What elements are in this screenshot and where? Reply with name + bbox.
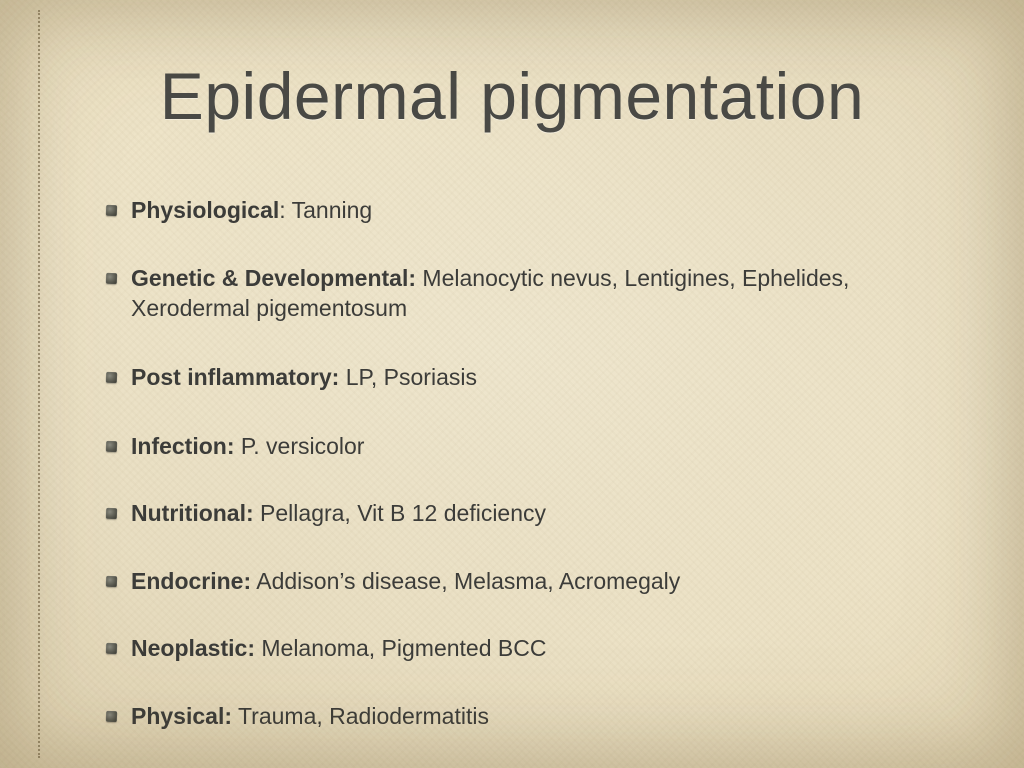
- list-item-text: Endocrine: Addison’s disease, Melasma, A…: [131, 567, 954, 596]
- list-item-text: Infection: P. versicolor: [131, 432, 954, 461]
- slide: Epidermal pigmentation Physiological: Ta…: [0, 0, 1024, 768]
- list-item-body: P. versicolor: [241, 433, 365, 459]
- list-item-body: Addison’s disease, Melasma, Acromegaly: [256, 568, 680, 594]
- list-item: Physical: Trauma, Radiodermatitis: [106, 702, 954, 731]
- bullet-list: Physiological: Tanning Genetic & Develop…: [106, 196, 954, 731]
- list-item: Post inflammatory: LP, Psoriasis: [106, 363, 954, 392]
- bullet-icon: [106, 372, 117, 383]
- list-item-label: Endocrine:: [131, 568, 251, 594]
- list-item: Nutritional: Pellagra, Vit B 12 deficien…: [106, 499, 954, 528]
- list-item-text: Physical: Trauma, Radiodermatitis: [131, 702, 954, 731]
- list-item-label: Physiological: [131, 197, 279, 223]
- list-item-sep: :: [279, 197, 291, 223]
- bullet-icon: [106, 441, 117, 452]
- list-item-label: Physical:: [131, 703, 232, 729]
- list-item-body: Trauma, Radiodermatitis: [238, 703, 489, 729]
- list-item: Genetic & Developmental: Melanocytic nev…: [106, 264, 954, 323]
- list-item-label: Neoplastic:: [131, 635, 255, 661]
- list-item: Physiological: Tanning: [106, 196, 954, 225]
- list-item-label: Nutritional:: [131, 500, 254, 526]
- list-item: Neoplastic: Melanoma, Pigmented BCC: [106, 634, 954, 663]
- bullet-icon: [106, 710, 117, 721]
- list-item-body: Tanning: [292, 197, 373, 223]
- list-item-text: Neoplastic: Melanoma, Pigmented BCC: [131, 634, 954, 663]
- bullet-icon: [106, 575, 117, 586]
- bullet-icon: [106, 508, 117, 519]
- bullet-icon: [106, 643, 117, 654]
- bullet-icon: [106, 273, 117, 284]
- bullet-icon: [106, 205, 117, 216]
- slide-title: Epidermal pigmentation: [0, 58, 1024, 134]
- list-item-text: Physiological: Tanning: [131, 196, 954, 225]
- list-item-body: LP, Psoriasis: [346, 364, 477, 390]
- list-item-text: Genetic & Developmental: Melanocytic nev…: [131, 264, 954, 323]
- list-item-body: Pellagra, Vit B 12 deficiency: [260, 500, 546, 526]
- list-item: Endocrine: Addison’s disease, Melasma, A…: [106, 567, 954, 596]
- list-item-label: Genetic & Developmental:: [131, 265, 416, 291]
- list-item-body: Melanoma, Pigmented BCC: [261, 635, 546, 661]
- list-item: Infection: P. versicolor: [106, 432, 954, 461]
- list-item-text: Post inflammatory: LP, Psoriasis: [131, 363, 954, 392]
- list-item-label: Infection:: [131, 433, 235, 459]
- list-item-text: Nutritional: Pellagra, Vit B 12 deficien…: [131, 499, 954, 528]
- list-item-label: Post inflammatory:: [131, 364, 339, 390]
